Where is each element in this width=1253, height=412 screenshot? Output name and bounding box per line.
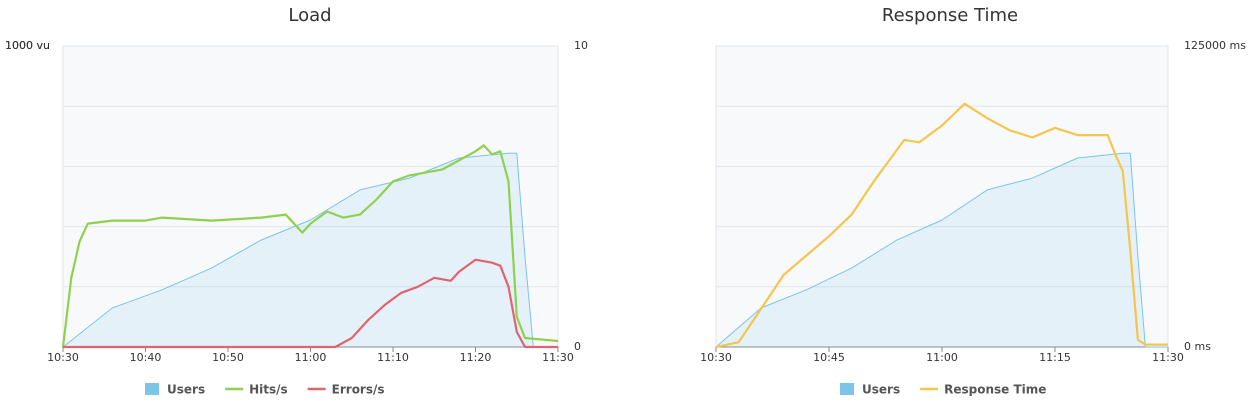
plot-area (62, 45, 559, 348)
legend-swatch (145, 383, 159, 395)
series-line (62, 152, 558, 348)
x-tick-label: 11:20 (460, 351, 492, 364)
y2-tick-label: 0 ms (1184, 340, 1211, 353)
series-line (715, 102, 1168, 349)
y2-tick-label: 125000 ms (1184, 39, 1246, 52)
series-line (715, 152, 1168, 348)
x-tick-label: 11:00 (295, 351, 327, 364)
y2-tick-label: 10 (574, 39, 588, 52)
legend-label[interactable]: Hits/s (249, 383, 288, 397)
series-line (61, 144, 559, 348)
area (63, 153, 558, 347)
x-tick-label: 11:30 (1152, 351, 1184, 364)
x-tick-label: 10:30 (47, 351, 79, 364)
legend-label[interactable]: Users (862, 383, 900, 397)
legend-label[interactable]: Response Time (944, 383, 1046, 397)
y2-tick-label: 0 (574, 340, 581, 353)
x-tick-label: 10:45 (813, 351, 845, 364)
legend-swatch (840, 383, 854, 395)
x-tick-label: 10:40 (130, 351, 162, 364)
legend-label[interactable]: Errors/s (332, 383, 385, 397)
area (716, 153, 1168, 347)
x-tick-label: 10:50 (212, 351, 244, 364)
legend-label[interactable]: Users (167, 383, 205, 397)
x-tick-label: 11:15 (1039, 351, 1071, 364)
y-tick-label: 1000 vu (5, 39, 50, 52)
x-tick-label: 11:00 (926, 351, 958, 364)
chart-title: Response Time (882, 5, 1018, 26)
x-tick-label: 10:30 (700, 351, 732, 364)
y-tick-label: 1000 vu (5, 39, 50, 52)
series-line (63, 258, 558, 349)
x-tick-label: 11:30 (542, 351, 574, 364)
chart-title: Load (288, 5, 331, 26)
x-tick-label: 11:10 (377, 351, 409, 364)
plot-area (715, 45, 1169, 348)
